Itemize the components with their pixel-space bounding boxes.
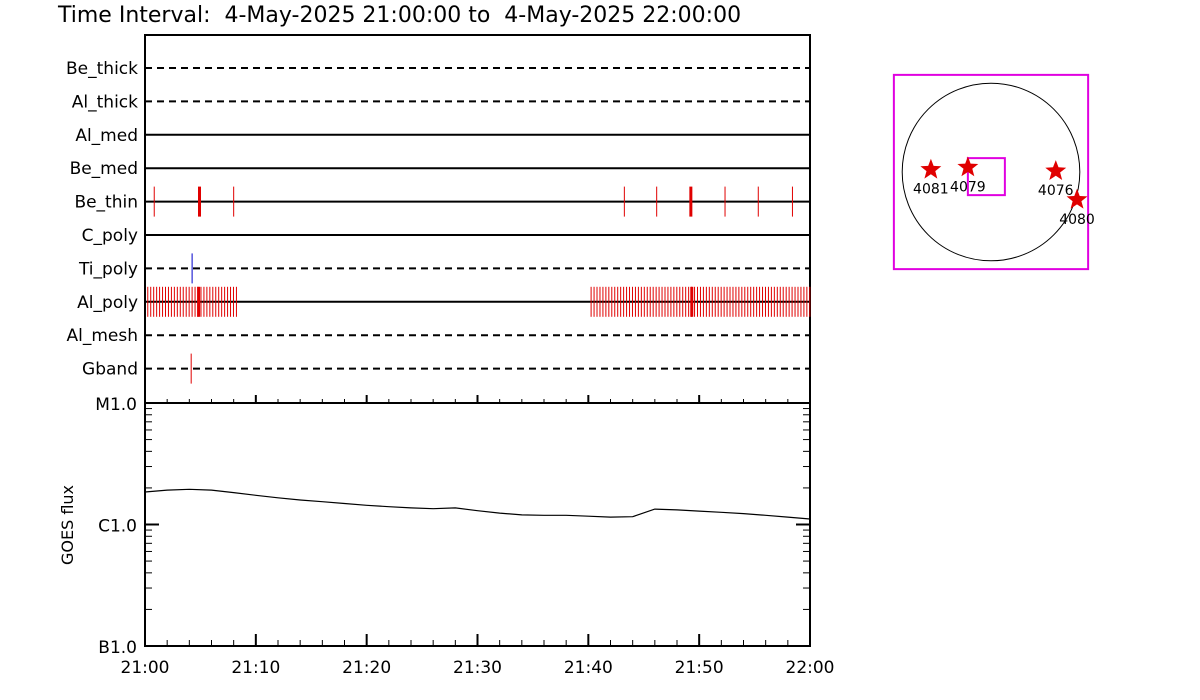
row-label-gband: Gband xyxy=(82,360,138,380)
xrt-fov-box xyxy=(892,73,1090,271)
row-label-ti-poly: Ti_poly xyxy=(78,259,138,279)
y-tick-label: M1.0 xyxy=(95,395,137,415)
goes-flux-panel: M1.0 C1.0 B1.021:00 21:10 21:20 21:30 21:40 21:… xyxy=(58,395,835,678)
x-tick-label: 21:40 xyxy=(564,658,613,678)
row-label-c-poly: C_poly xyxy=(82,226,138,246)
x-tick-label: 21:10 xyxy=(231,658,280,678)
active-region-star-icon xyxy=(957,156,979,177)
active-region-label: 4076 xyxy=(1038,183,1074,199)
pointing-box xyxy=(966,157,1006,197)
goes-frame xyxy=(144,402,811,647)
time-interval-title: Time Interval: 4-May-2025 21:00:00 to 4-… xyxy=(57,3,741,28)
timeline-frame xyxy=(144,34,811,404)
active-region-star-icon xyxy=(1045,160,1067,180)
row-label-al-thick: Al_thick xyxy=(72,92,138,112)
instrument-timeline: Be_thick Al_thick Al_med Be_med Be_thin C_pol… xyxy=(66,34,811,404)
row-label-be-med: Be_med xyxy=(70,159,138,179)
y-tick-label: C1.0 xyxy=(98,517,137,537)
x-tick-label: 21:50 xyxy=(675,658,724,678)
row-label-be-thick: Be_thick xyxy=(66,59,138,79)
row-label-al-mesh: Al_mesh xyxy=(66,326,138,346)
x-tick-label: 22:00 xyxy=(786,658,835,678)
y-axis-label: GOES flux xyxy=(58,485,77,565)
active-region-label: 4081 xyxy=(913,182,949,198)
active-region-label: 4079 xyxy=(950,179,986,195)
row-label-al-med: Al_med xyxy=(75,126,138,146)
sun-position-map: 4081 4079 4076 4080 xyxy=(892,73,1095,271)
goes-flux-line xyxy=(144,488,811,520)
y-tick-label: B1.0 xyxy=(98,638,137,658)
row-label-be-thin: Be_thin xyxy=(74,193,138,213)
x-tick-label: 21:20 xyxy=(342,658,391,678)
active-region-label: 4080 xyxy=(1059,212,1095,228)
solar-disk xyxy=(901,82,1081,262)
active-region-star-icon xyxy=(1066,188,1088,209)
x-tick-label: 21:30 xyxy=(453,658,502,678)
row-label-al-poly: Al_poly xyxy=(77,293,138,313)
active-region-star-icon xyxy=(920,158,942,179)
x-tick-label: 21:00 xyxy=(121,658,170,678)
